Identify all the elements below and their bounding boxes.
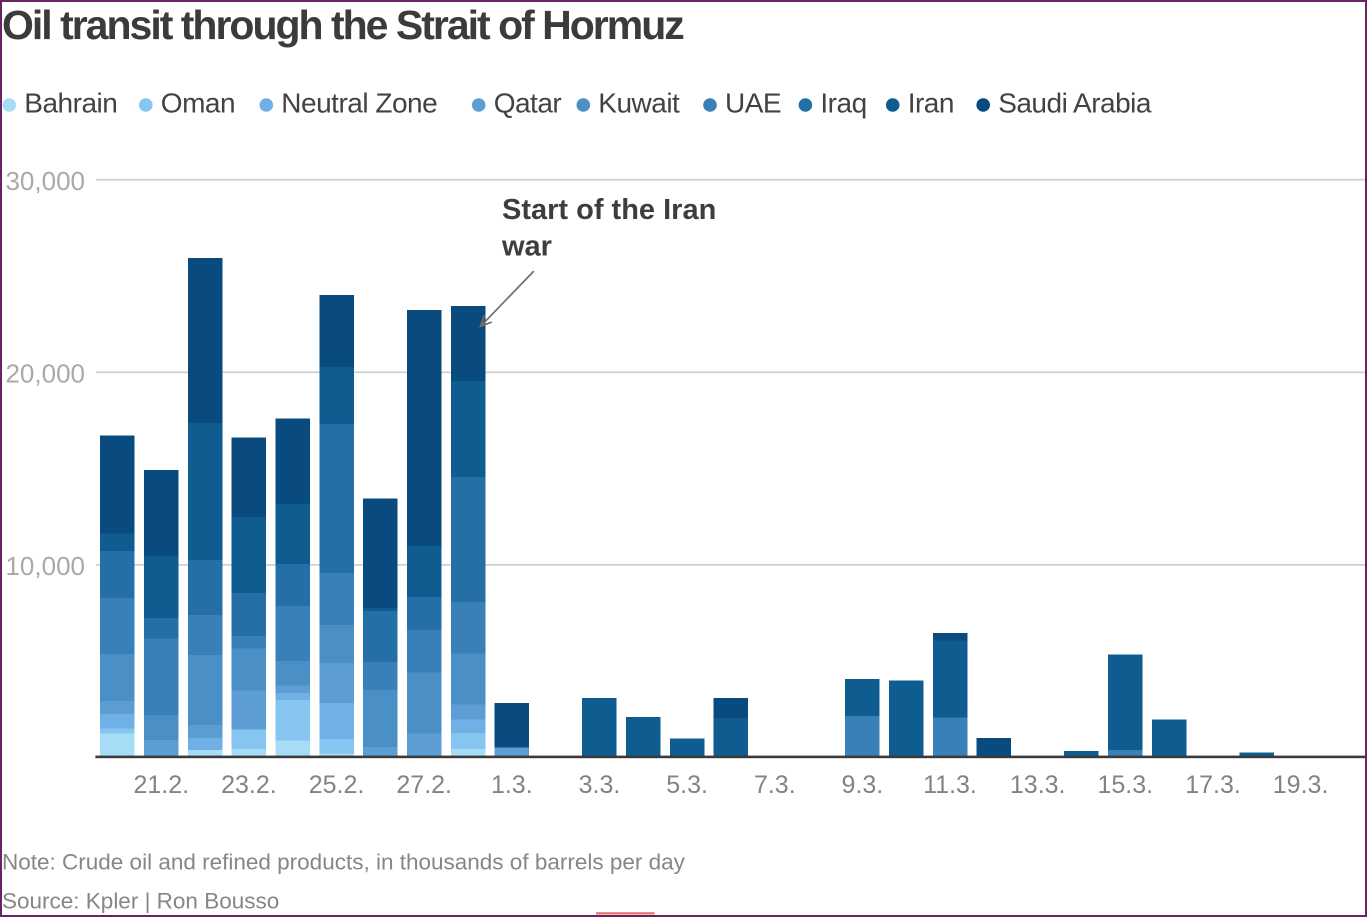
- svg-text:Qatar: Qatar: [494, 88, 562, 119]
- svg-text:Note: Crude oil and refined pr: Note: Crude oil and refined products, in…: [2, 850, 686, 875]
- svg-text:5.3.: 5.3.: [666, 771, 708, 799]
- svg-text:Saudi Arabia: Saudi Arabia: [998, 88, 1152, 119]
- svg-text:Iran: Iran: [908, 88, 954, 119]
- svg-text:UAE: UAE: [725, 88, 781, 119]
- svg-text:17.3.: 17.3.: [1185, 771, 1241, 799]
- svg-text:Kuwait: Kuwait: [598, 88, 680, 119]
- svg-text:25.2.: 25.2.: [309, 771, 365, 799]
- svg-text:3.3.: 3.3.: [579, 771, 621, 799]
- svg-text:21.2.: 21.2.: [133, 771, 189, 799]
- svg-text:13.3.: 13.3.: [1010, 771, 1066, 799]
- svg-text:Oil transit through the Strait: Oil transit through the Strait of Hormuz: [2, 2, 684, 48]
- svg-text:11.3.: 11.3.: [923, 771, 977, 799]
- svg-text:30,000: 30,000: [5, 166, 85, 196]
- svg-text:19.3.: 19.3.: [1273, 771, 1329, 799]
- svg-text:20,000: 20,000: [5, 358, 85, 388]
- svg-text:Iraq: Iraq: [820, 88, 866, 119]
- svg-text:9.3.: 9.3.: [842, 771, 884, 799]
- svg-text:23.2.: 23.2.: [221, 771, 277, 799]
- svg-text:7.3.: 7.3.: [754, 771, 796, 799]
- svg-text:Oman: Oman: [161, 88, 235, 119]
- svg-text:Neutral Zone: Neutral Zone: [281, 88, 437, 119]
- svg-text:war: war: [501, 231, 552, 263]
- svg-text:Bahrain: Bahrain: [24, 88, 117, 119]
- svg-text:10,000: 10,000: [5, 551, 85, 581]
- svg-text:15.3.: 15.3.: [1097, 771, 1153, 799]
- svg-text:Start of the Iran: Start of the Iran: [502, 194, 716, 226]
- svg-text:27.2.: 27.2.: [396, 771, 452, 799]
- svg-text:Source: Kpler | Ron Bousso: Source: Kpler | Ron Bousso: [2, 889, 279, 914]
- svg-text:1.3.: 1.3.: [491, 771, 533, 799]
